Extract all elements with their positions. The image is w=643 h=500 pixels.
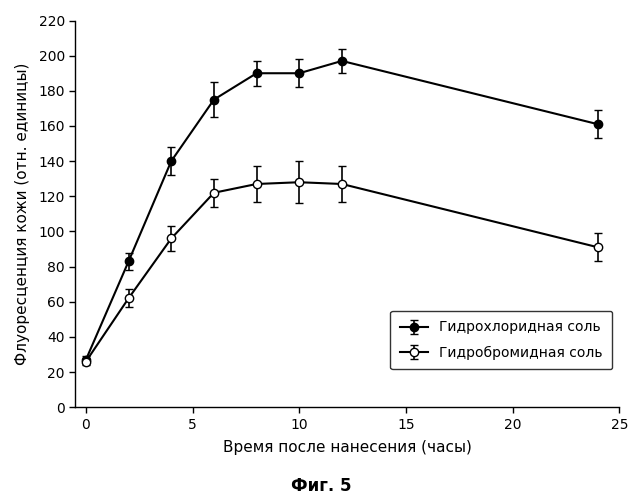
Text: Фиг. 5: Фиг. 5 [291,477,352,495]
Y-axis label: Флуоресценция кожи (отн. единицы): Флуоресценция кожи (отн. единицы) [15,62,30,365]
X-axis label: Время после нанесения (часы): Время после нанесения (часы) [223,440,472,455]
Legend: Гидрохлоридная соль, Гидробромидная соль: Гидрохлоридная соль, Гидробромидная соль [390,310,612,370]
